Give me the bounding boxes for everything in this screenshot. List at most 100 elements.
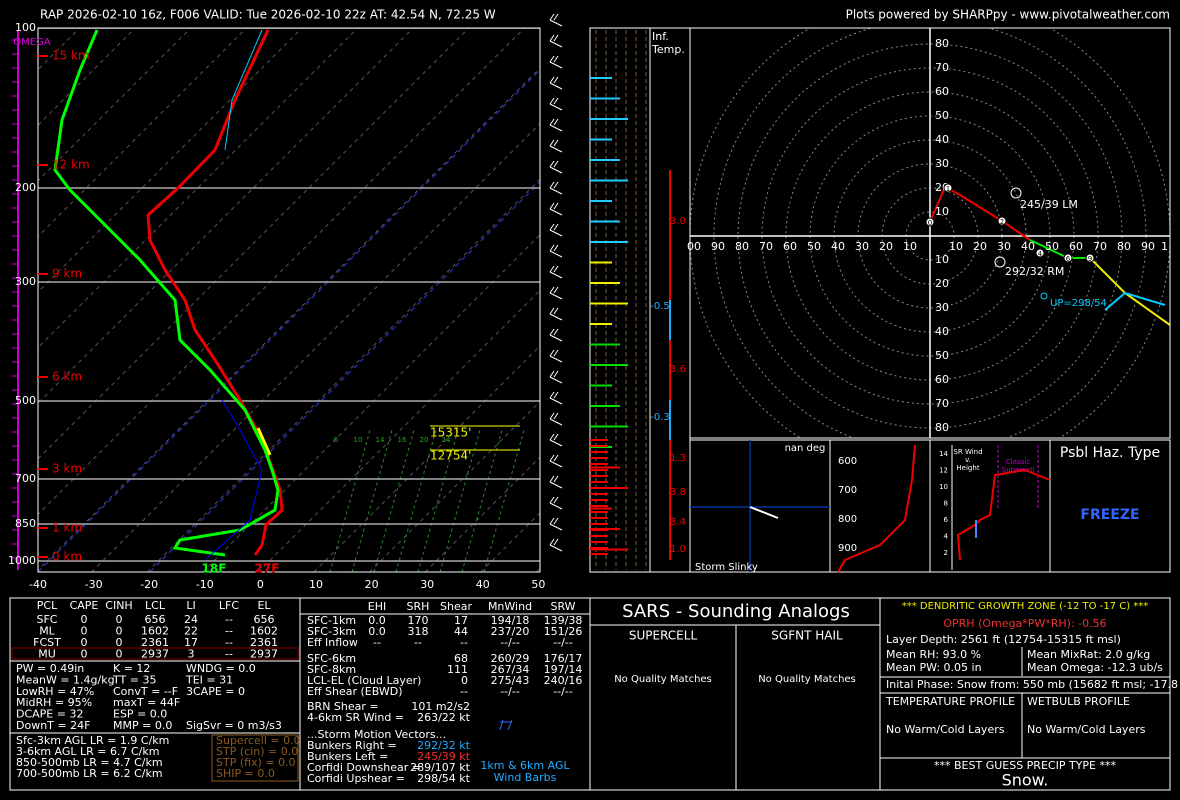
rule (549, 433, 555, 441)
rule (38, 28, 414, 404)
rule (553, 328, 559, 336)
temp-label: 40 (476, 578, 490, 591)
rule (373, 429, 415, 572)
composite: SHIP = 0.0 (216, 767, 275, 780)
kin-cell: 260/29 (491, 652, 530, 665)
sars-result: No Quality Matches (758, 674, 856, 685)
rule (553, 118, 559, 126)
rule (38, 28, 303, 293)
rule (38, 28, 525, 516)
rule (553, 475, 559, 483)
kin-cell: 170 (408, 614, 429, 627)
rule (553, 13, 559, 21)
sfc-temp: 27F (255, 562, 280, 576)
hazard-value: FREEZE (1080, 507, 1139, 523)
temp-label: -40 (29, 578, 47, 591)
srwind-label: 6 (944, 516, 949, 524)
rule (395, 429, 437, 572)
rule (553, 307, 559, 315)
kin-name: Eff Shear (EBWD) (307, 685, 403, 698)
precip-type: Snow. (1002, 771, 1049, 790)
mixing-ratio-label: 16 (398, 436, 407, 444)
rule (439, 429, 481, 572)
sfc-dewpoint: 18F (202, 562, 227, 576)
hodo-label: 50 (1045, 240, 1059, 253)
kin-cell: 197/14 (544, 663, 583, 676)
kin-cell: 0.0 (368, 614, 386, 627)
index: MMP = 0.0 (113, 719, 172, 732)
rule (549, 271, 563, 279)
rule (549, 40, 563, 48)
kin-name: SFC-1km (307, 614, 356, 627)
hodo-point-label: 2 (1000, 218, 1004, 226)
wetbulb-line (224, 29, 263, 151)
index: MidRH = 95% (16, 696, 92, 709)
parcel-cell: 0 (116, 648, 123, 661)
hodograph-grid (690, 28, 1170, 438)
hodo-label: 70 (935, 61, 949, 74)
rule (553, 265, 559, 273)
rule (549, 418, 563, 426)
dgz-bottom: 12754' (430, 449, 471, 463)
hodo-label: 30 (855, 240, 869, 253)
lapse-rate: 850-500mb LR = 4.7 C/km (16, 756, 163, 769)
rule (553, 496, 559, 504)
parcel-cell: 2361 (141, 636, 169, 649)
hodo-label: 30 (997, 240, 1011, 253)
sars-result: No Quality Matches (614, 674, 712, 685)
hodo-label: 50 (807, 240, 821, 253)
kin-cell: 240/16 (544, 674, 583, 687)
index: TT = 35 (112, 673, 156, 686)
mixing-ratio-label: 20 (420, 436, 429, 444)
dgz-line: Mean Omega: -12.3 ub/s (1027, 661, 1163, 674)
rule (424, 456, 540, 572)
dgz-line: Inital Phase: Snow from: 550 mb (15682 f… (886, 678, 1180, 691)
parcel-cell: 2937 (250, 648, 278, 661)
rule (553, 517, 559, 525)
kin-cell: 275/43 (491, 674, 530, 687)
lapse-rate: 3-6km AGL LR = 6.7 C/km (16, 745, 159, 758)
index: maxT = 44F (113, 696, 180, 709)
rule (91, 122, 540, 572)
rule (549, 349, 555, 357)
rule (549, 118, 555, 126)
hodo-point (925, 217, 935, 227)
pressure-label: 850 (15, 517, 36, 530)
panel-box (37, 27, 541, 573)
panel-box (211, 734, 299, 782)
rule (549, 286, 555, 294)
hodo-point (943, 183, 953, 193)
srwind-label: 14 (939, 450, 948, 458)
hodo-label: 70 (935, 397, 949, 410)
hodo-trace (1104, 291, 1166, 311)
hodo-point-label: 1 (946, 185, 950, 193)
mixing-ratio-label: 24 (442, 436, 451, 444)
hazard-title: Psbl Haz. Type (1060, 445, 1160, 461)
rule (549, 61, 563, 69)
hodo-label: 00 (687, 240, 701, 253)
temp-label: 0 (257, 578, 264, 591)
kin-cell: 151/26 (544, 625, 583, 638)
kin-name: Bunkers Right = (307, 739, 397, 752)
rule (549, 391, 555, 399)
kin-name: LCL-EL (Cloud Layer) (307, 674, 421, 687)
rule (553, 181, 559, 189)
index: PW = 0.49in (16, 662, 84, 675)
inferred-label: 3.4 (670, 517, 686, 528)
composite: Supercell = 0.0 (216, 734, 301, 747)
hodo-label: 10 (949, 240, 963, 253)
rule (553, 202, 559, 210)
parcel-cell: 0 (116, 636, 123, 649)
parcel-cell: 24 (184, 613, 198, 626)
thetae-label: 600 (838, 456, 857, 467)
kin-header: SRW (550, 600, 575, 613)
kin-name: 4-6km SR Wind = (307, 711, 404, 724)
dgz-line: Layer Depth: 2561 ft (12754-15315 ft msl… (886, 633, 1121, 646)
height-label: 6 km (52, 370, 82, 384)
index: MeanW = 1.4g/kg (16, 673, 115, 686)
parcel-cell: -- (225, 613, 233, 626)
rule (549, 481, 563, 489)
rule (149, 181, 540, 572)
rule (417, 429, 459, 572)
